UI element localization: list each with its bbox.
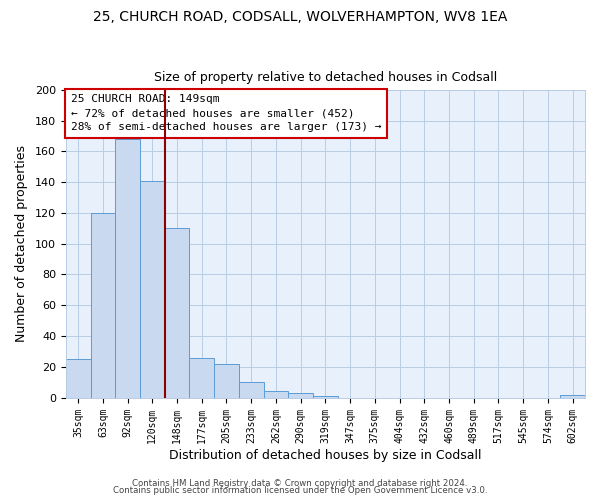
- Bar: [190, 358, 214, 398]
- Bar: [313, 396, 338, 398]
- Bar: [560, 394, 585, 398]
- Bar: [289, 393, 313, 398]
- Bar: [66, 359, 91, 398]
- Bar: [115, 139, 140, 398]
- Text: Contains public sector information licensed under the Open Government Licence v3: Contains public sector information licen…: [113, 486, 487, 495]
- Title: Size of property relative to detached houses in Codsall: Size of property relative to detached ho…: [154, 72, 497, 85]
- Bar: [91, 213, 115, 398]
- Text: Contains HM Land Registry data © Crown copyright and database right 2024.: Contains HM Land Registry data © Crown c…: [132, 478, 468, 488]
- Bar: [164, 228, 190, 398]
- Bar: [239, 382, 263, 398]
- Bar: [140, 180, 164, 398]
- X-axis label: Distribution of detached houses by size in Codsall: Distribution of detached houses by size …: [169, 450, 482, 462]
- Text: 25 CHURCH ROAD: 149sqm
← 72% of detached houses are smaller (452)
28% of semi-de: 25 CHURCH ROAD: 149sqm ← 72% of detached…: [71, 94, 382, 132]
- Bar: [263, 392, 289, 398]
- Bar: [214, 364, 239, 398]
- Text: 25, CHURCH ROAD, CODSALL, WOLVERHAMPTON, WV8 1EA: 25, CHURCH ROAD, CODSALL, WOLVERHAMPTON,…: [93, 10, 507, 24]
- Y-axis label: Number of detached properties: Number of detached properties: [15, 145, 28, 342]
